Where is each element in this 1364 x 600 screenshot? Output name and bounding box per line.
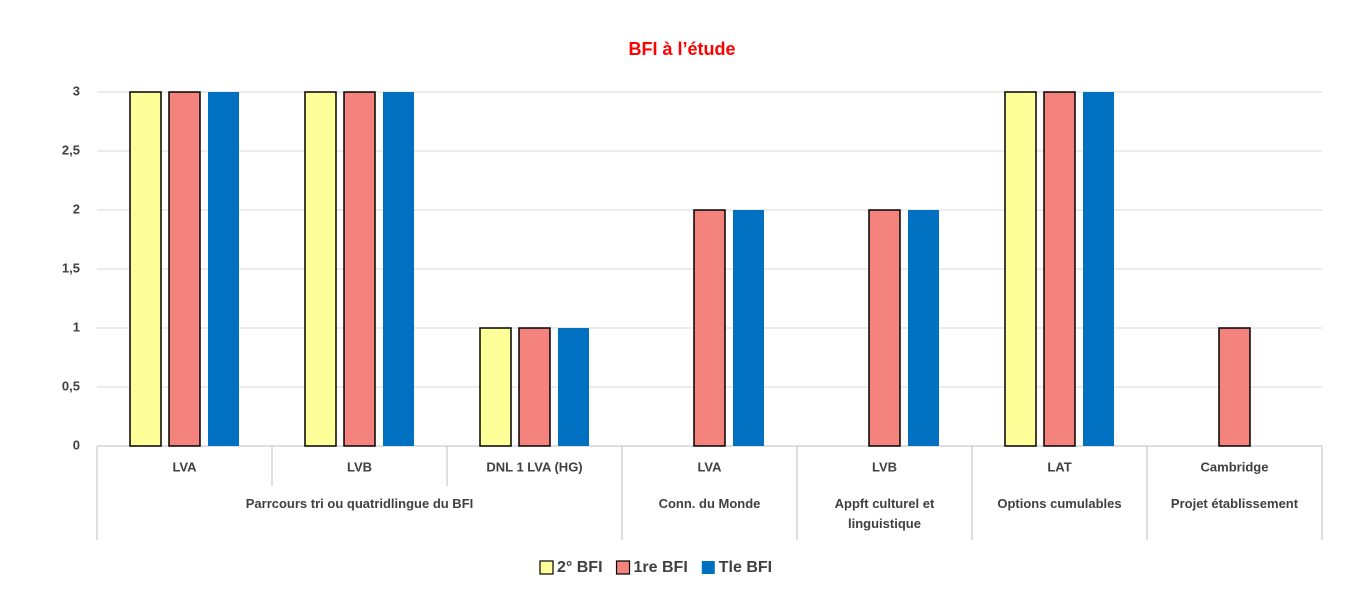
x-tick-label: LVB (872, 459, 897, 474)
y-tick-label: 1 (73, 319, 80, 334)
bar (1043, 91, 1076, 447)
y-tick-label: 0 (73, 437, 80, 452)
group-label: Appft culturel et linguistique (834, 496, 935, 531)
bar (868, 209, 901, 447)
bar (1218, 327, 1251, 447)
bar (208, 92, 239, 446)
y-tick-label: 0,5 (62, 378, 80, 393)
bar (558, 328, 589, 446)
bar (733, 210, 764, 446)
bar (129, 91, 162, 447)
legend-swatch (539, 560, 554, 575)
legend-swatch (701, 561, 715, 574)
group-label: Options cumulables (997, 496, 1122, 511)
y-tick-label: 2 (73, 201, 80, 216)
x-tick-label: LVA (172, 459, 197, 474)
bar (168, 91, 201, 447)
y-tick-label: 2,5 (62, 142, 80, 157)
bar (693, 209, 726, 447)
x-tick-label: Cambridge (1201, 459, 1269, 474)
legend-label: Tle BFI (719, 559, 772, 576)
bar (343, 91, 376, 447)
x-tick-label: DNL 1 LVA (HG) (486, 459, 582, 474)
x-tick-label: LAT (1047, 459, 1071, 474)
group-label: Projet établissement (1170, 496, 1299, 511)
bar (304, 91, 337, 447)
bar (383, 92, 414, 446)
legend-swatch (615, 560, 631, 575)
bar (908, 210, 939, 446)
group-label: Parrcours tri ou quatridlingue du BFI (245, 496, 474, 511)
bar (479, 327, 512, 447)
bar (1004, 91, 1037, 447)
x-tick-label: LVA (697, 459, 722, 474)
y-tick-label: 1,5 (62, 260, 80, 275)
legend-label: 1re BFI (634, 559, 688, 576)
chart-title: BFI à l’étude (628, 39, 735, 59)
group-label: Conn. du Monde (658, 496, 761, 511)
x-tick-label: LVB (347, 459, 372, 474)
y-tick-label: 3 (73, 83, 80, 98)
bar (1083, 92, 1114, 446)
legend-label: 2° BFI (557, 559, 603, 576)
bar (518, 327, 551, 447)
